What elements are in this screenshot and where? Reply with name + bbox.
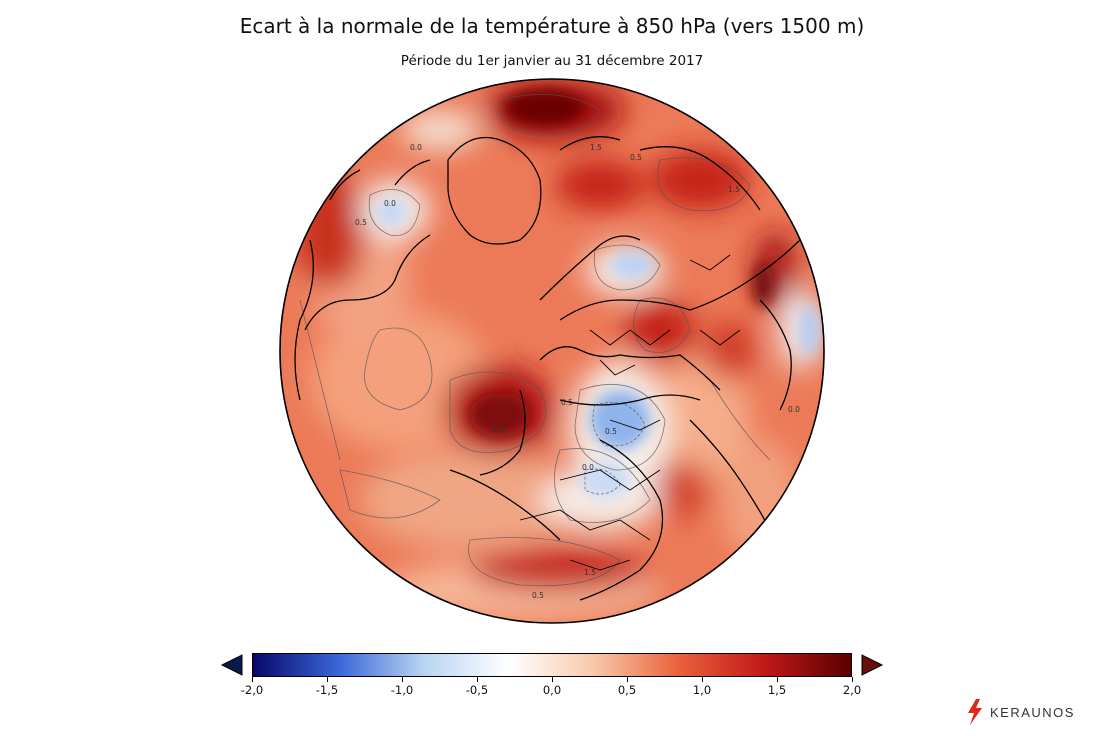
- colorbar-tick-label: 1,5: [767, 683, 787, 697]
- colorbar-gradient: [252, 653, 852, 677]
- colorbar-tick: [476, 677, 478, 682]
- page-subtitle: Période du 1er janvier au 31 décembre 20…: [400, 53, 704, 69]
- colorbar-tick-label: 1,0: [692, 683, 712, 697]
- logo-text: KERAUNOS: [990, 704, 1075, 720]
- contour-label: 0.5: [561, 398, 573, 407]
- colorbar-tick-label: 0,5: [617, 683, 637, 697]
- colorbar-tick: [551, 677, 553, 682]
- colorbar-tick: [326, 677, 328, 682]
- colorbar-tick: [251, 677, 253, 682]
- colorbar-max-arrow: [861, 654, 884, 676]
- globe-outline: [279, 78, 825, 624]
- contour-label: 0.0: [788, 405, 800, 414]
- contour-label: 0.0: [410, 143, 422, 152]
- contour-label: 0.5: [605, 427, 617, 436]
- contour-label: 1.5: [728, 185, 740, 194]
- colorbar-arrows: [220, 654, 884, 676]
- colorbar-tick-label: -0,5: [465, 683, 489, 697]
- colorbar-tick: [851, 677, 853, 682]
- contour-label: 1.5: [590, 143, 602, 152]
- globe-map: 1.5 1.5 1.5 0.5 0.5 0.5 0.5 0.0 0.0 0.0 …: [279, 78, 825, 624]
- page-title: Ecart à la normale de la température à 8…: [239, 14, 865, 38]
- colorbar-tick-label: -1,0: [390, 683, 414, 697]
- keraunos-logo: KERAUNOS: [966, 698, 1075, 726]
- colorbar-tick-label: 0,0: [542, 683, 562, 697]
- contour-label: 0.5: [630, 153, 642, 162]
- colorbar-tick-label: -1,5: [315, 683, 339, 697]
- contour-label: 0.0: [582, 463, 594, 472]
- contour-label: 0.5: [355, 218, 367, 227]
- colorbar-tick-label: -2,0: [240, 683, 264, 697]
- lightning-bolt-icon: [968, 699, 982, 725]
- contour-label: 1.5: [492, 425, 504, 434]
- colorbar-tick: [776, 677, 778, 682]
- colorbar: -2,0 -1,5 -1,0 -0,5 0,0 0,5 1,0 1,5 2,0: [220, 650, 884, 697]
- contour-label: 1.5: [584, 568, 596, 577]
- colorbar-tick: [401, 677, 403, 682]
- colorbar-tick: [701, 677, 703, 682]
- colorbar-tick: [626, 677, 628, 682]
- colorbar-tick-label: 2,0: [842, 683, 862, 697]
- contour-label: 0.5: [532, 591, 544, 600]
- contour-label: 0.0: [384, 199, 396, 208]
- temperature-anomaly-field: 1.5 1.5 1.5 0.5 0.5 0.5 0.5 0.0 0.0 0.0 …: [280, 79, 824, 623]
- colorbar-min-arrow: [220, 654, 243, 676]
